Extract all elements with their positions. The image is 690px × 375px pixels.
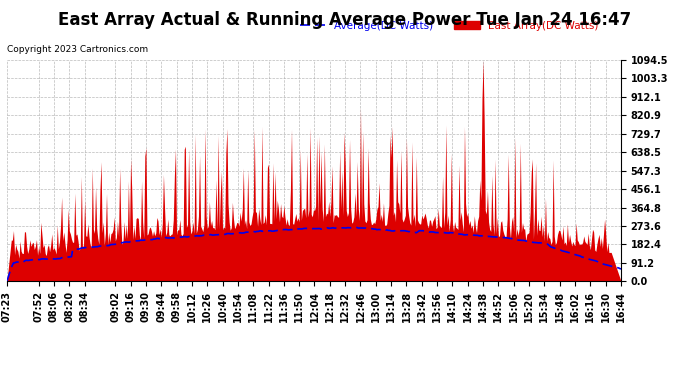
Text: Copyright 2023 Cartronics.com: Copyright 2023 Cartronics.com (7, 45, 148, 54)
Legend: Average(DC Watts), East Array(DC Watts): Average(DC Watts), East Array(DC Watts) (295, 16, 603, 35)
Text: East Array Actual & Running Average Power Tue Jan 24 16:47: East Array Actual & Running Average Powe… (59, 11, 631, 29)
